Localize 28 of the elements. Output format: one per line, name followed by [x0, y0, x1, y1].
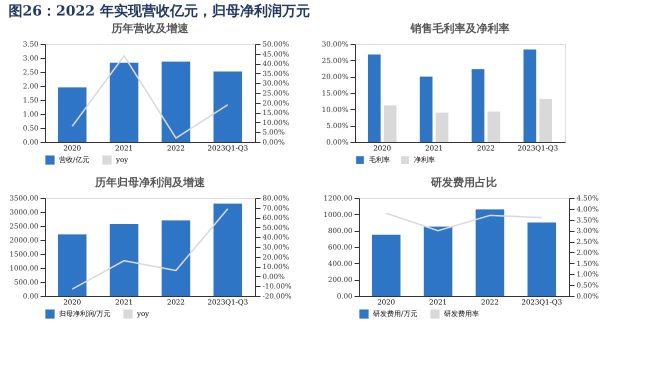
bar — [58, 234, 86, 296]
line-series — [385, 212, 543, 232]
bar — [214, 204, 242, 296]
line-series — [71, 208, 229, 290]
bar — [424, 226, 452, 296]
bar — [162, 62, 190, 142]
bar — [528, 222, 556, 296]
bar — [488, 112, 500, 142]
bar — [420, 76, 432, 142]
bar — [539, 98, 552, 142]
bar — [472, 69, 484, 142]
line-series — [71, 55, 229, 139]
bar — [368, 54, 381, 142]
bar — [436, 112, 448, 142]
chart-title: 研发费用占比 — [430, 176, 497, 189]
chart-title: 历年归母净利润及增速 — [94, 176, 206, 189]
bar — [384, 105, 396, 142]
bar — [58, 87, 86, 142]
chart-title: 历年营收及增速 — [110, 22, 190, 35]
bar — [372, 234, 400, 296]
bar — [110, 62, 138, 142]
bar — [476, 209, 504, 296]
bar — [110, 224, 138, 296]
bar — [162, 220, 190, 296]
chart-title: 销售毛利率及净利率 — [410, 22, 510, 35]
caption: 图26：2022 年实现营收亿元，归母净利润万元 — [8, 2, 310, 20]
bar — [524, 50, 536, 142]
bar — [214, 71, 242, 142]
